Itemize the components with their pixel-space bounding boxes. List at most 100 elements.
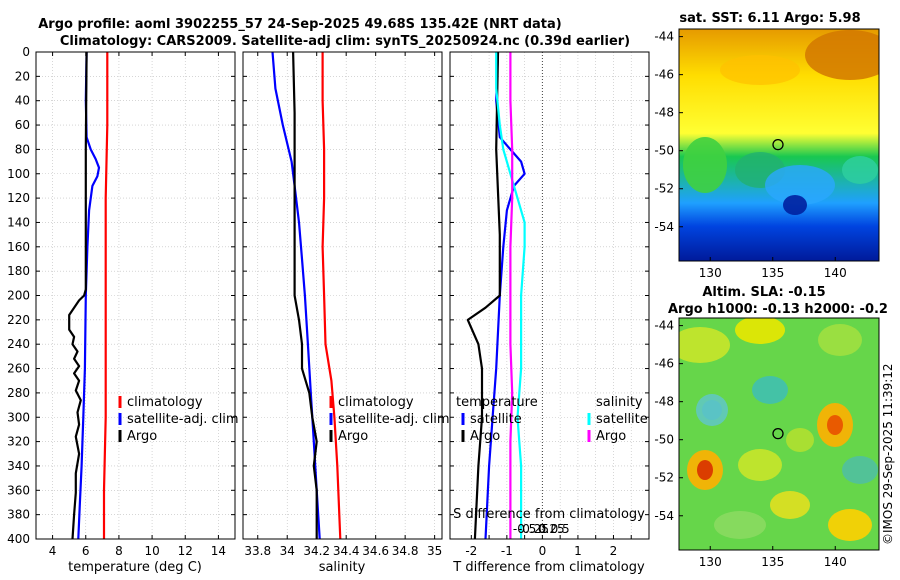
x-tick-label: 34.6: [362, 544, 389, 558]
lat-tick-label: -46: [654, 68, 674, 82]
difference-series: [466, 51, 526, 540]
series-line-climatology: [102, 52, 109, 539]
series-line-t-argo: [466, 51, 501, 540]
temperature-series: [68, 51, 109, 540]
series-line-t-satellite: [484, 51, 526, 540]
depth-ticks: 0 20 40 60 80 100 120 140 160 180 200 220 240 260 280 3…: [7, 45, 30, 546]
legend-s-argo: Argo: [596, 429, 626, 444]
lat-tick-label: -52: [654, 182, 674, 196]
depth-tick-label: 80: [15, 142, 30, 156]
difference-legend: temperature satellite Argo salinity sate…: [456, 395, 648, 444]
sst-blue-patch: [765, 165, 835, 205]
x-tick-label: -1: [501, 544, 513, 558]
sst-green-patch: [842, 156, 878, 184]
sla-anomaly-blob: [786, 428, 814, 452]
depth-tick-label: 180: [7, 264, 30, 278]
sst-warm-patch: [720, 55, 800, 85]
depth-tick-label: 380: [7, 508, 30, 522]
legend-climatology: climatology: [127, 395, 203, 410]
series-line-satellite-adj-clim: [77, 51, 101, 540]
salinity-series: [271, 51, 342, 540]
depth-tick-label: 40: [15, 94, 30, 108]
x-tick-label: 35: [427, 544, 442, 558]
lat-tick-label: -54: [654, 509, 674, 523]
title-line1: Argo profile: aoml 3902255_57 24-Sep-202…: [38, 17, 562, 32]
depth-tick-label: 360: [7, 483, 30, 497]
lon-tick-label: 140: [824, 555, 847, 569]
sst-warm-patch: [805, 30, 879, 80]
x-tick-label: 2: [610, 544, 618, 558]
sla-anomaly-blob: [828, 509, 872, 541]
temperature-grid: [36, 51, 235, 540]
s-difference-xlabel: S difference from climatology: [453, 507, 645, 522]
x-tick-label: 34.8: [392, 544, 419, 558]
sla-anomaly-blob: [770, 491, 810, 519]
temperature-ticks: 4 6 8 10 12 14: [49, 52, 226, 558]
depth-tick-label: 140: [7, 215, 30, 229]
lat-tick-label: -46: [654, 357, 674, 371]
salinity-ticks: 33.8 34 34.2 34.4 34.6 34.8 35: [244, 52, 442, 558]
x-tick-label: 14: [211, 544, 226, 558]
sla-anomaly-blob: [827, 415, 843, 435]
sst-map-ticks: 130 135 140 -44 -46 -48 -50 -52 -54: [654, 30, 846, 280]
title-line2: Climatology: CARS2009. Satellite-adj cli…: [60, 34, 630, 49]
x-tick-label: 34.4: [333, 544, 360, 558]
depth-tick-label: 280: [7, 386, 30, 400]
x-tick-label: 6: [82, 544, 90, 558]
depth-tick-label: 220: [7, 313, 30, 327]
lat-tick-label: -52: [654, 471, 674, 485]
series-line-s-argo: [509, 52, 514, 539]
legend-satellite: satellite-adj. clim: [127, 412, 239, 427]
s-tick-label: 0: [539, 522, 547, 536]
argo-position-marker: [772, 138, 784, 151]
depth-tick-label: 120: [7, 191, 30, 205]
depth-tick-label: 0: [22, 45, 30, 59]
salinity-xlabel: salinity: [319, 560, 366, 575]
difference-axes: [449, 51, 650, 540]
lat-tick-label: -44: [654, 30, 674, 44]
sla-anomaly-blob: [714, 511, 766, 539]
t-difference-xlabel: T difference from climatology: [452, 560, 645, 575]
depth-tick-label: 320: [7, 435, 30, 449]
sla-anomaly-blob: [818, 324, 862, 356]
legend-satellite: satellite-adj. clim: [338, 412, 450, 427]
sla-anomaly-blob: [696, 394, 728, 426]
lat-tick-label: -48: [654, 106, 674, 120]
lat-tick-label: -54: [654, 220, 674, 234]
depth-tick-label: 160: [7, 240, 30, 254]
x-tick-label: 34: [280, 544, 295, 558]
lon-tick-label: 130: [699, 266, 722, 280]
s-tick-label: 0.25: [538, 522, 565, 536]
sla-anomaly-blob: [735, 318, 785, 344]
x-tick-label: 8: [115, 544, 123, 558]
lat-tick-label: -50: [654, 433, 674, 447]
lon-tick-label: 135: [761, 555, 784, 569]
sla-map-ticks: 130 135 140 -44 -46 -48 -50 -52 -54: [654, 319, 846, 569]
x-tick-label: 4: [49, 544, 57, 558]
s-tick-label: 0.5: [551, 522, 570, 536]
s-tick-label: -0.25: [518, 522, 549, 536]
sla-anomalies: [679, 318, 878, 541]
legend-s-satellite: satellite: [596, 412, 648, 427]
depth-tick-label: 60: [15, 118, 30, 132]
legend-t-argo: Argo: [470, 429, 500, 444]
temperature-axes: [35, 51, 236, 540]
sla-anomaly-blob: [842, 456, 878, 484]
temperature-legend: climatology satellite-adj. clim Argo: [118, 395, 239, 444]
x-tick-label: 10: [144, 544, 159, 558]
series-line-satellite-adj-clim: [271, 51, 321, 540]
legend-t-satellite: satellite: [470, 412, 522, 427]
legend-climatology: climatology: [338, 395, 414, 410]
copyright: ©IMOS 29-Sep-2025 11:39:12: [881, 363, 895, 545]
x-tick-label: 1: [574, 544, 582, 558]
sla-anomaly-blob: [679, 327, 730, 363]
depth-tick-label: 100: [7, 167, 30, 181]
x-tick-label: 33.8: [244, 544, 271, 558]
salinity-grid: [243, 51, 442, 540]
difference-grid: [450, 51, 649, 540]
x-tick-label: 12: [178, 544, 193, 558]
salinity-legend: climatology satellite-adj. clim Argo: [329, 395, 450, 444]
depth-tick-label: 200: [7, 289, 30, 303]
depth-tick-label: 260: [7, 362, 30, 376]
sst-map-title: sat. SST: 6.11 Argo: 5.98: [679, 11, 860, 26]
